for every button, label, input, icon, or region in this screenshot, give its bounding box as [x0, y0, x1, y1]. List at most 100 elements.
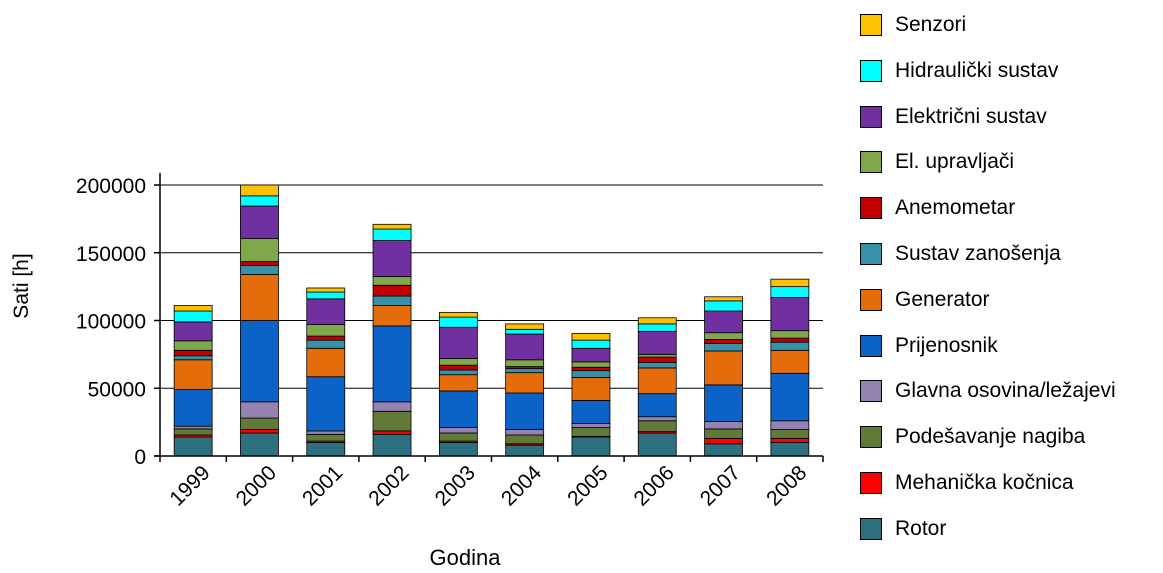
bar-segment: [637, 393, 677, 418]
bar-segment: [505, 392, 545, 430]
bar-segment: [704, 350, 743, 386]
bar-segment: [770, 337, 810, 343]
bar-segment: [571, 361, 611, 368]
bar-segment: [173, 359, 213, 391]
bar-segment: [770, 429, 810, 439]
bar-segment: [571, 332, 611, 341]
bar-segment: [240, 429, 279, 434]
bar-segment: [571, 339, 611, 349]
bar-segment: [173, 436, 213, 457]
bar-segment: [438, 364, 478, 371]
bar-segment: [505, 434, 545, 445]
bar-segment: [704, 332, 743, 340]
bar-segment: [438, 427, 478, 434]
bar-segment: [637, 353, 677, 358]
bar-segment: [770, 341, 810, 351]
bar-segment: [173, 321, 213, 342]
legend-label: Rotor: [895, 516, 947, 540]
bar-segment: [505, 359, 545, 367]
bar-segment: [306, 339, 346, 349]
bar-segment: [770, 420, 810, 430]
bar-segment: [306, 442, 346, 457]
x-tick-label: 2000: [232, 461, 281, 510]
x-tick-label: 2008: [762, 461, 811, 510]
bar-segment: [637, 356, 677, 363]
bar-segment: [704, 300, 743, 312]
bar-segment: [770, 278, 810, 288]
bar-segment: [571, 427, 611, 437]
bar-segment: [306, 430, 346, 435]
bar-segment: [704, 437, 743, 445]
legend-swatch: [860, 105, 882, 128]
y-tick-label: 0: [134, 446, 146, 469]
legend-swatch: [860, 197, 882, 220]
bar-segment: [240, 261, 279, 267]
bar-segment: [372, 284, 412, 297]
bar-segment: [372, 325, 412, 403]
bar-segment: [770, 330, 810, 339]
bar-segment: [438, 358, 478, 366]
bar-segment: [240, 320, 279, 403]
bar-segment: [240, 417, 279, 430]
legend-label: Prijenosnik: [895, 333, 998, 357]
bar-segment: [173, 425, 213, 430]
bar-segment: [704, 343, 743, 352]
bar-segment: [770, 372, 810, 422]
bar-segment: [571, 400, 611, 424]
legend-item: Električni sustav: [860, 102, 1047, 132]
bar-segment: [704, 421, 743, 430]
bar-segment: [306, 433, 346, 442]
bar-segment: [438, 311, 478, 318]
x-tick-label: 2003: [431, 461, 480, 510]
bar-segment: [372, 410, 412, 432]
bar-segment: [173, 310, 213, 323]
bar-segment: [372, 430, 412, 435]
bar-segment: [704, 310, 743, 334]
bar-segment: [240, 205, 279, 239]
x-tick-label: 2001: [298, 461, 347, 510]
bar-segment: [438, 316, 478, 328]
bar-segment: [438, 432, 478, 442]
legend-item: Sustav zanošenja: [860, 239, 1061, 269]
x-tick-labels: 1999 2000 2001 2002 2003 2004 2005 2006 2007 2008: [159, 456, 824, 511]
bar-segment: [505, 328, 545, 335]
bar-segment: [438, 442, 478, 457]
y-tick-label: 200000: [76, 175, 146, 198]
y-axis-label: Sati [h]: [10, 253, 33, 318]
legend-label: Sustav zanošenja: [895, 242, 1061, 265]
legend-swatch: [860, 426, 882, 449]
bar-segment: [637, 432, 677, 457]
y-tick-label: 50000: [88, 378, 146, 401]
bar-segment: [770, 297, 810, 332]
bar-segment: [704, 384, 743, 422]
x-tick-label: 2007: [696, 461, 745, 510]
bar-segment: [770, 442, 810, 457]
bar-segment: [505, 333, 545, 361]
bar-segment: [240, 432, 279, 457]
legend-swatch: [860, 151, 882, 174]
bar-segment: [505, 368, 545, 374]
legend-label: Hidraulički sustav: [895, 58, 1059, 82]
bar-segment: [637, 323, 677, 332]
legend-item: Anemometar: [860, 193, 1015, 223]
bar-segment: [571, 436, 611, 457]
legend-swatch: [860, 14, 882, 36]
legend-item: Prijenosnik: [860, 331, 998, 361]
legend-swatch: [860, 59, 882, 82]
bar-segment: [306, 298, 346, 325]
legend-label: El. upravljači: [895, 150, 1015, 174]
bar-segment: [306, 324, 346, 337]
legend-item: Senzori: [860, 10, 966, 40]
bar-segment: [372, 433, 412, 457]
legend-swatch: [860, 380, 882, 403]
bar-segment: [372, 401, 412, 412]
legend-swatch: [860, 334, 882, 357]
bar-segment: [438, 326, 478, 359]
bar-segment: [704, 339, 743, 344]
bar-segment: [306, 335, 346, 341]
bar-segment: [505, 372, 545, 394]
bar-segment: [438, 369, 478, 376]
bar-segment: [240, 238, 279, 262]
bar-segment: [571, 377, 611, 401]
